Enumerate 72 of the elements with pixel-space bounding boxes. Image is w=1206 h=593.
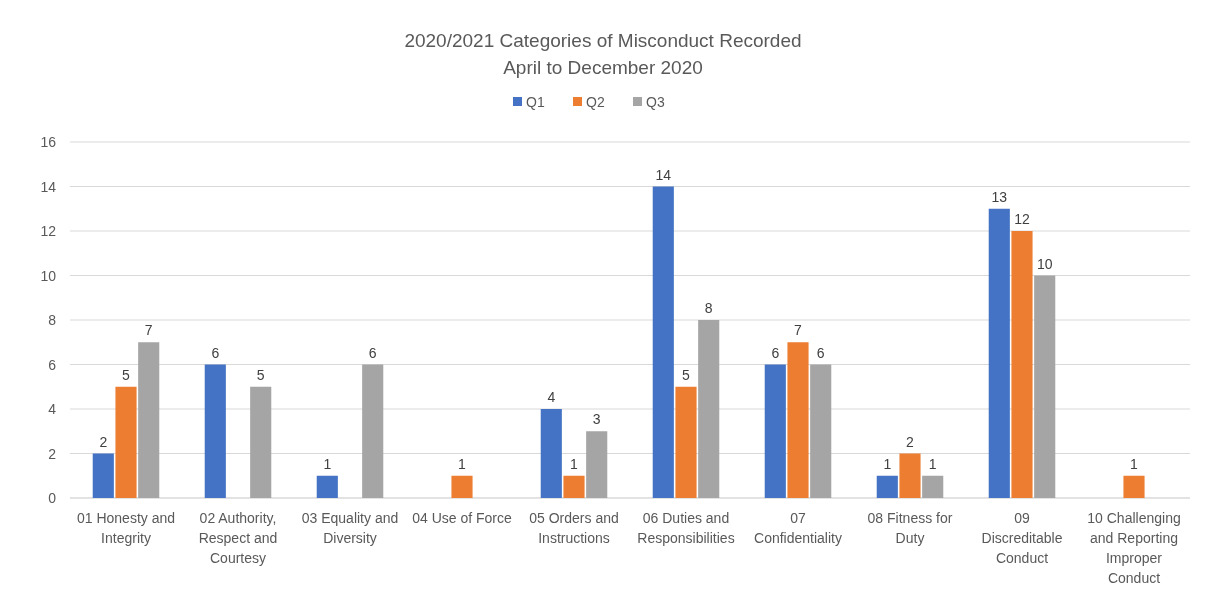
legend-label: Q3	[646, 94, 665, 110]
data-label: 4	[547, 389, 556, 405]
bar	[764, 364, 786, 498]
bar	[675, 386, 697, 498]
bar	[787, 342, 809, 498]
data-label: 12	[1014, 211, 1030, 227]
data-label: 1	[570, 455, 579, 472]
x-tick-label: 09 Discreditable Conduct	[981, 510, 1063, 566]
bar	[1011, 231, 1033, 498]
data-label: 7	[144, 322, 153, 339]
y-tick-label: 8	[48, 312, 57, 328]
bar	[876, 475, 898, 498]
x-tick-label: 04 Use of Force	[412, 510, 513, 526]
chart-title: 2020/2021 Categories of Misconduct Recorded	[404, 30, 802, 51]
x-tick-label: 10 Challenging and Reporting Improper Conduct	[1087, 510, 1181, 586]
y-tick-label: 16	[40, 134, 57, 150]
data-label: 10	[1036, 255, 1053, 272]
bar	[922, 475, 944, 498]
bar	[586, 431, 608, 498]
data-label: 14	[655, 166, 672, 183]
legend-label: Q1	[526, 94, 545, 110]
bar	[1123, 475, 1145, 498]
data-label: 1	[1130, 455, 1139, 472]
chart-subtitle: April to December 2020	[503, 57, 703, 78]
data-label: 2	[906, 433, 915, 450]
y-tick-label: 6	[48, 356, 57, 373]
data-label: 6	[211, 344, 220, 361]
data-label: 2	[99, 433, 108, 450]
data-label: 8	[704, 300, 713, 316]
y-tick-label: 0	[48, 490, 57, 506]
data-label: 6	[816, 344, 825, 361]
data-label: 1	[323, 455, 332, 472]
bar	[451, 475, 473, 498]
bar	[92, 453, 114, 498]
data-label: 7	[794, 322, 803, 339]
data-label: 13	[991, 188, 1008, 205]
y-tick-label: 2	[48, 445, 57, 462]
bar	[204, 364, 226, 498]
bar	[563, 475, 585, 498]
data-label: 5	[122, 366, 131, 383]
x-tick-label: 07 Confidentiality	[754, 510, 842, 546]
bar	[362, 364, 384, 498]
data-label: 1	[928, 455, 937, 472]
data-label: 3	[592, 411, 601, 428]
x-tick-label: 01 Honesty and Integrity	[76, 510, 176, 546]
bar	[138, 342, 160, 498]
y-tick-label: 12	[40, 223, 57, 239]
x-tick-label: 05 Orders and Instructions	[529, 510, 619, 546]
bar	[899, 453, 921, 498]
x-tick-label: 02 Authority, Respect and Courtesy	[198, 510, 278, 566]
data-label: 6	[771, 344, 780, 361]
data-label: 1	[458, 455, 467, 472]
bar	[652, 186, 674, 498]
bar	[540, 409, 562, 498]
y-tick-label: 4	[48, 401, 57, 417]
data-label: 5	[256, 366, 265, 383]
bar	[250, 386, 272, 498]
bar	[698, 320, 720, 498]
y-tick-label: 10	[40, 267, 57, 284]
x-tick-label: 03 Equality and Diversity	[301, 510, 399, 546]
data-label: 6	[368, 344, 377, 361]
bar	[988, 208, 1010, 498]
legend-label: Q2	[586, 94, 605, 110]
data-label: 5	[682, 366, 691, 383]
bar	[810, 364, 832, 498]
data-label: 1	[883, 455, 892, 472]
x-tick-label: 08 Fitness for Duty	[867, 510, 953, 546]
x-tick-label: 06 Duties and Responsibilities	[637, 510, 735, 546]
bar	[1034, 275, 1056, 498]
bar	[316, 475, 338, 498]
y-tick-label: 14	[40, 178, 57, 195]
bar	[115, 386, 137, 498]
